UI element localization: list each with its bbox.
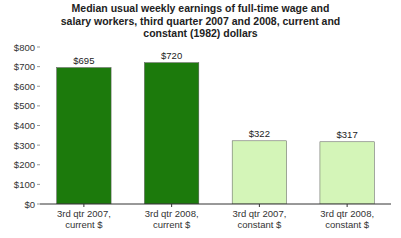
y-tick-label: $100: [14, 179, 35, 190]
y-tick-label: $700: [14, 61, 35, 72]
chart: Median usual weekly earnings of full-tim…: [0, 0, 401, 238]
x-tick-label: 3rd qtr 2007,constant $: [232, 208, 286, 230]
y-tick: [37, 47, 40, 48]
x-axis: [40, 204, 391, 205]
bar: [57, 68, 111, 204]
x-tick: [347, 204, 348, 207]
data-label: $322: [249, 128, 270, 139]
y-tick: [37, 164, 40, 165]
y-tick: [37, 66, 40, 67]
data-label: $695: [73, 55, 94, 66]
x-tick: [83, 204, 84, 207]
data-label: $720: [161, 50, 182, 61]
bar: [232, 141, 286, 204]
bar: [320, 142, 374, 204]
y-tick: [37, 86, 40, 87]
bar: [144, 63, 198, 204]
x-tick-label: 3rd qtr 2007,current $: [57, 208, 111, 230]
y-tick: [37, 125, 40, 126]
x-tick-label: 3rd qtr 2008,constant $: [320, 208, 374, 230]
x-tick-label: 3rd qtr 2008,current $: [145, 208, 199, 230]
y-tick-label: $400: [14, 120, 35, 131]
y-tick-label: $600: [14, 81, 35, 92]
y-tick-label: $200: [14, 159, 35, 170]
y-tick-label: $300: [14, 140, 35, 151]
y-tick: [37, 184, 40, 185]
y-tick-label: $800: [14, 42, 35, 53]
y-tick: [37, 105, 40, 106]
x-tick: [259, 204, 260, 207]
y-tick-label: $500: [14, 100, 35, 111]
y-tick: [37, 204, 40, 205]
bars: [57, 63, 375, 204]
y-tick: [37, 145, 40, 146]
data-label: $317: [337, 129, 358, 140]
y-tick-label: $0: [24, 199, 35, 210]
x-tick: [171, 204, 172, 207]
title: Median usual weekly earnings of full-tim…: [61, 2, 341, 39]
